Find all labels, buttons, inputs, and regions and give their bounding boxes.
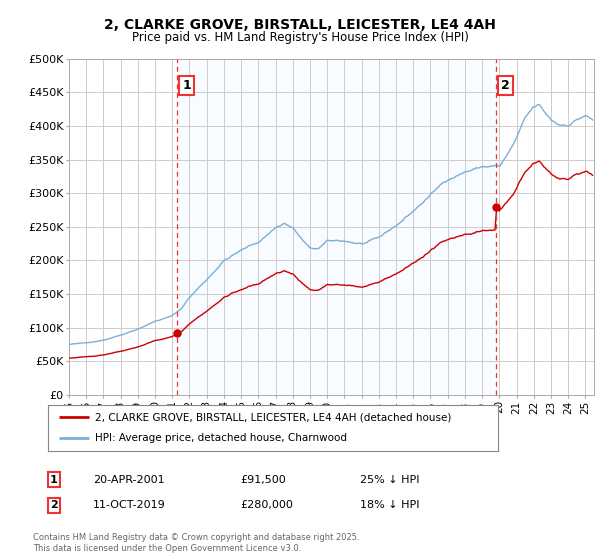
Text: 2, CLARKE GROVE, BIRSTALL, LEICESTER, LE4 4AH: 2, CLARKE GROVE, BIRSTALL, LEICESTER, LE… (104, 18, 496, 32)
Text: 1: 1 (50, 475, 58, 485)
Text: £280,000: £280,000 (240, 500, 293, 510)
Text: 2: 2 (50, 500, 58, 510)
Text: 1: 1 (182, 79, 191, 92)
Text: 2: 2 (501, 79, 509, 92)
Text: 20-APR-2001: 20-APR-2001 (93, 475, 164, 485)
Text: 18% ↓ HPI: 18% ↓ HPI (360, 500, 419, 510)
Text: 2, CLARKE GROVE, BIRSTALL, LEICESTER, LE4 4AH (detached house): 2, CLARKE GROVE, BIRSTALL, LEICESTER, LE… (95, 412, 452, 422)
Text: HPI: Average price, detached house, Charnwood: HPI: Average price, detached house, Char… (95, 433, 347, 444)
Text: 25% ↓ HPI: 25% ↓ HPI (360, 475, 419, 485)
Bar (178, 59, 496, 395)
Text: Price paid vs. HM Land Registry's House Price Index (HPI): Price paid vs. HM Land Registry's House … (131, 31, 469, 44)
Text: £91,500: £91,500 (240, 475, 286, 485)
Text: Contains HM Land Registry data © Crown copyright and database right 2025.
This d: Contains HM Land Registry data © Crown c… (33, 533, 359, 553)
Text: 11-OCT-2019: 11-OCT-2019 (93, 500, 166, 510)
